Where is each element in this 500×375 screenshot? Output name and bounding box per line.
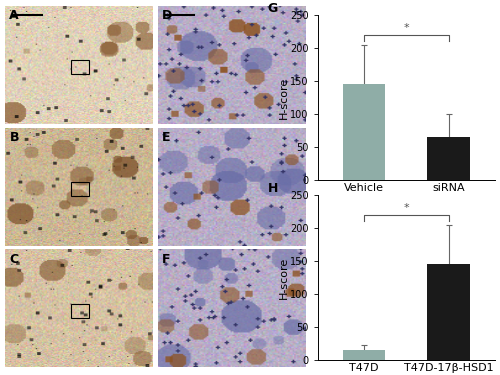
- Bar: [343, 84, 385, 180]
- Text: E: E: [162, 131, 170, 144]
- Y-axis label: H-score: H-score: [278, 256, 288, 298]
- Text: D: D: [162, 9, 172, 22]
- Bar: [72, 304, 89, 318]
- Bar: [343, 350, 385, 360]
- Text: C: C: [10, 253, 18, 266]
- Text: *: *: [404, 24, 409, 33]
- Bar: [428, 137, 470, 180]
- Bar: [72, 60, 89, 74]
- Bar: [428, 264, 470, 360]
- Text: A: A: [10, 9, 19, 22]
- Text: F: F: [162, 253, 170, 266]
- Text: *: *: [404, 204, 409, 213]
- Y-axis label: H-score: H-score: [278, 76, 288, 118]
- Text: H: H: [268, 182, 278, 195]
- Bar: [72, 182, 89, 196]
- Text: G: G: [268, 2, 278, 15]
- Text: B: B: [10, 131, 19, 144]
